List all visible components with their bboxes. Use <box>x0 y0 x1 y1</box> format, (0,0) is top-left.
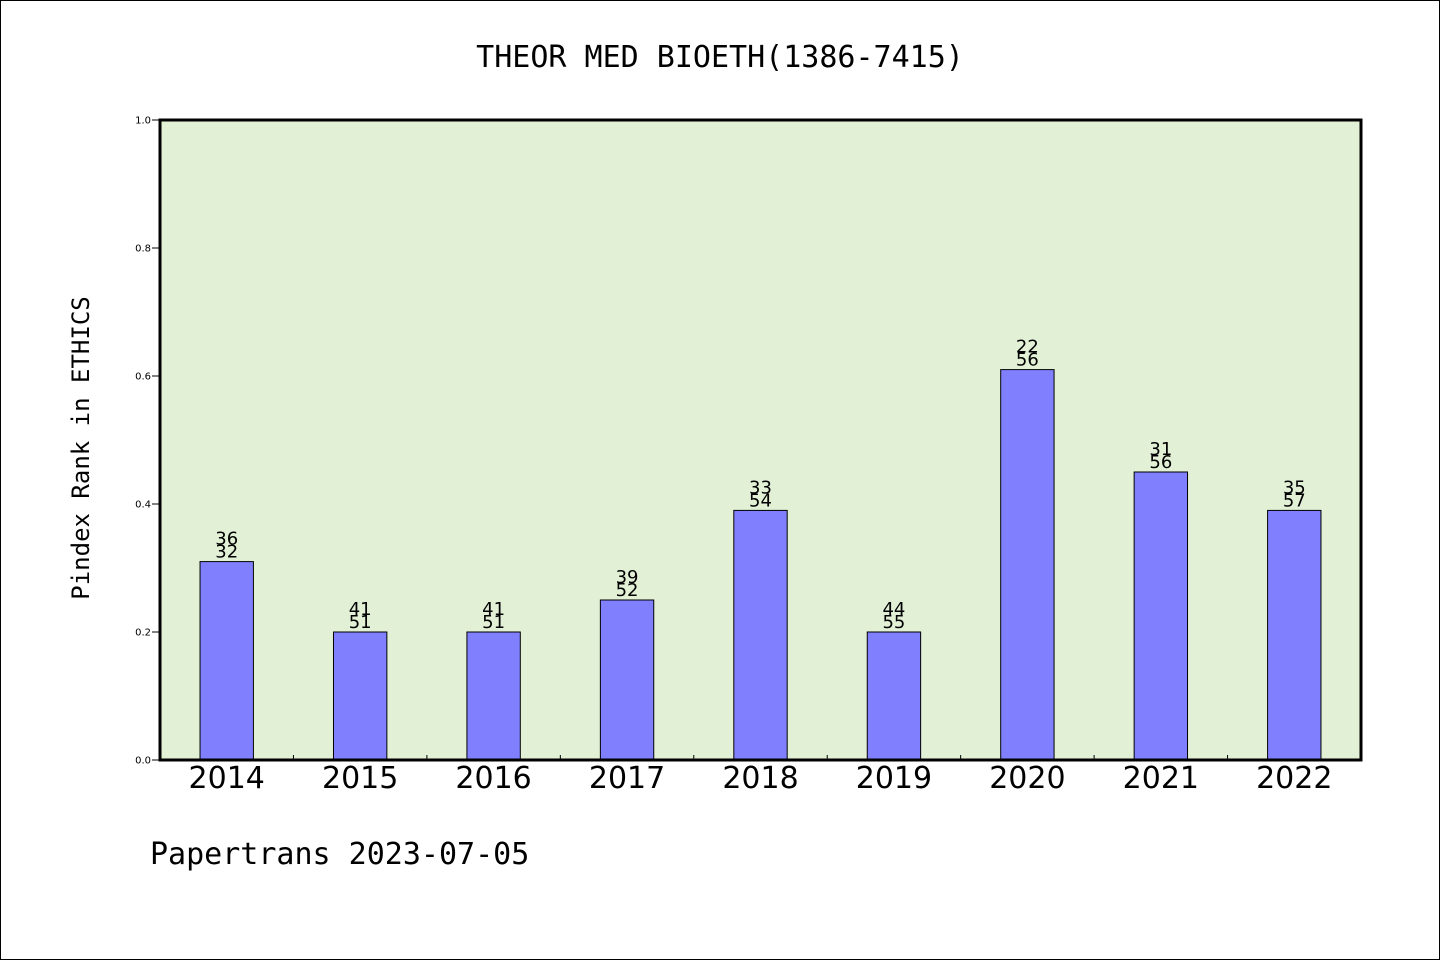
y-tick-label: 0.6 <box>135 372 151 383</box>
bar-2019 <box>866 631 922 761</box>
y-tick-label: 0.8 <box>135 244 151 255</box>
bar-label-bottom: 51 <box>349 612 372 633</box>
x-tick-label: 2016 <box>455 761 531 796</box>
y-axis-label: Pindex Rank in ETHICS <box>67 296 95 599</box>
bar-2022 <box>1267 509 1322 761</box>
bar-2020 <box>1000 369 1055 761</box>
bar-label-top: 35 <box>1283 477 1306 498</box>
x-tick-label: 2014 <box>189 761 265 796</box>
bar-label-top: 44 <box>882 599 905 620</box>
x-tick-label: 2021 <box>1123 761 1199 796</box>
bar-label-top: 33 <box>749 477 772 498</box>
x-tick-label: 2017 <box>589 761 665 796</box>
bar-label-bottom: 56 <box>1016 350 1039 371</box>
bar-label-bottom: 54 <box>749 490 772 511</box>
bar-label-top: 36 <box>215 529 238 550</box>
bar-2016 <box>466 631 521 761</box>
bar-2017 <box>599 599 655 761</box>
bar-label-top: 41 <box>349 599 372 620</box>
x-tick-label: 2015 <box>322 761 398 796</box>
bar-2018 <box>733 509 788 761</box>
x-tick-label: 2018 <box>722 761 798 796</box>
bar-label-top: 22 <box>1016 337 1039 358</box>
bar-2021 <box>1133 471 1189 761</box>
y-tick-label: 0.0 <box>135 756 151 767</box>
bar-label-bottom: 55 <box>882 612 905 633</box>
bar-label-top: 39 <box>616 567 639 588</box>
ticks-group: 0.0 0.2 0.4 0.6 0.8 1.0 2014 2015 2016 2017 2018 20… <box>135 116 1332 797</box>
bar-2015 <box>332 631 388 761</box>
bar-label-bottom: 57 <box>1283 490 1306 511</box>
bar-2014 <box>199 561 254 761</box>
bar-label-bottom: 56 <box>1149 452 1172 473</box>
y-tick-label: 0.4 <box>135 500 151 511</box>
bar-label-bottom: 52 <box>616 580 639 601</box>
footer-credit: Papertrans 2023-07-05 <box>150 837 529 872</box>
chart-title: THEOR MED BIOETH(1386-7415) <box>476 40 964 75</box>
bar-label-top: 41 <box>482 599 505 620</box>
plot-border <box>158 118 1363 762</box>
bar-label-top: 31 <box>1149 439 1172 460</box>
x-tick-label: 2022 <box>1256 761 1332 796</box>
bar-label-bottom: 32 <box>215 542 238 563</box>
x-tick-label: 2019 <box>856 761 932 796</box>
y-tick-label: 0.2 <box>135 628 151 639</box>
bar-label-bottom: 51 <box>482 612 505 633</box>
x-tick-label: 2020 <box>989 761 1065 796</box>
y-tick-label: 1.0 <box>135 116 151 127</box>
